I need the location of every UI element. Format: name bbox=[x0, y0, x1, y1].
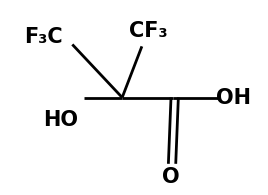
Text: O: O bbox=[162, 167, 180, 187]
Text: HO: HO bbox=[43, 110, 78, 130]
Text: F₃C: F₃C bbox=[24, 27, 63, 47]
Text: CF₃: CF₃ bbox=[129, 21, 168, 41]
Text: OH: OH bbox=[216, 88, 251, 107]
